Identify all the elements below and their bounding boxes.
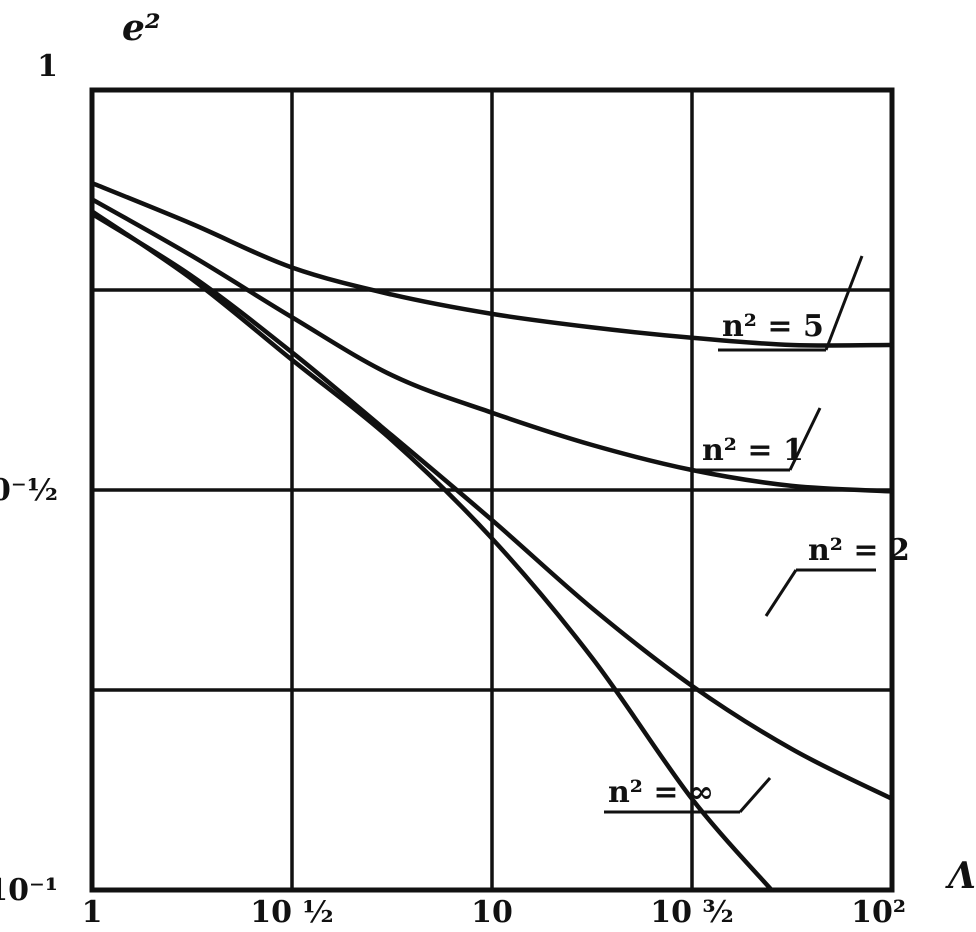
label-leaders [604, 255, 876, 814]
curve-label-n2-1: n² = 1 [702, 433, 804, 468]
label-leader-line [764, 569, 798, 617]
label-leader-line [788, 407, 822, 471]
curve-label-n2-inf: n² = ∞ [608, 775, 714, 810]
curve-label-n2-2: n² = 2 [808, 533, 910, 568]
curve-labels: n² = 5 n² = 1 n² = 2 n² = ∞ [608, 309, 910, 810]
curve-n2-5 [89, 180, 895, 348]
y-axis-label: e² [122, 7, 161, 49]
y-tick-label: 10⁻¹ [0, 873, 58, 908]
x-tick-label: 10 [471, 895, 513, 930]
curve-n2-inf [89, 209, 774, 893]
x-tick-label: 10 ½ [250, 895, 333, 930]
y-tick-label: 1 [37, 49, 58, 84]
x-axis-label: Λ [945, 855, 976, 897]
curve-n2-1 [89, 197, 895, 494]
x-tick-label: 10² [851, 895, 906, 930]
series-curves [89, 180, 895, 893]
curve-label-n2-5: n² = 5 [722, 309, 824, 344]
x-tick-labels: 1 10 ½ 10 10 ³⁄₂ 10² [82, 895, 906, 930]
x-tick-label: 1 [82, 895, 103, 930]
grid-lines [92, 90, 892, 890]
y-tick-labels: 1 10⁻½ 10⁻¹ [0, 49, 58, 908]
x-tick-label: 10 ³⁄₂ [650, 895, 733, 930]
y-tick-label: 10⁻½ [0, 473, 58, 508]
label-leader-line [824, 255, 864, 351]
curve-n2-2 [89, 211, 895, 802]
label-leader-line [738, 777, 772, 813]
